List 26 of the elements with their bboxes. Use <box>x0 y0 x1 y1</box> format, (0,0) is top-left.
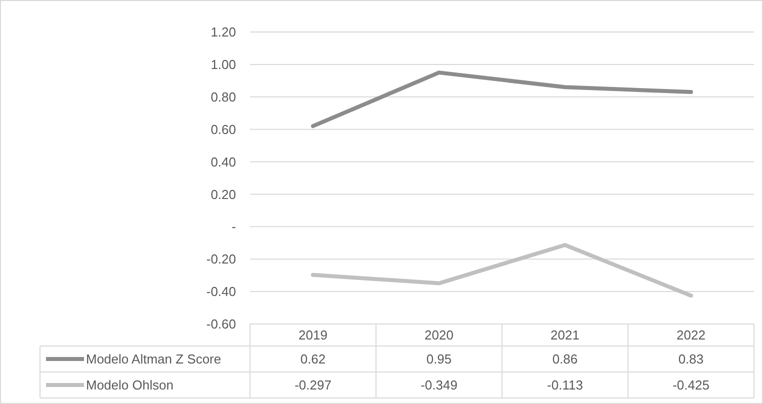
data-label: 0.95 <box>426 352 452 367</box>
y-tick-label: 1.20 <box>210 24 236 40</box>
x-tick-label: 2021 <box>550 328 580 343</box>
data-label: -0.349 <box>420 378 458 393</box>
x-tick-label: 2022 <box>676 328 706 343</box>
y-tick-label: 0.20 <box>210 186 236 202</box>
line-series <box>311 70 693 128</box>
y-tick-label: 1.00 <box>210 56 236 72</box>
x-tick-label: 2020 <box>424 328 454 343</box>
y-tick-label: - <box>232 219 236 234</box>
legend-label: Modelo Ohlson <box>86 378 174 393</box>
data-label: -0.425 <box>672 378 710 393</box>
x-tick-label: 2019 <box>298 328 328 343</box>
y-tick-label: 0.80 <box>210 89 236 104</box>
data-label: 0.62 <box>300 352 326 367</box>
data-label: 0.86 <box>552 352 578 367</box>
y-tick-label: -0.40 <box>206 284 236 300</box>
y-tick-label: -0.60 <box>206 316 236 332</box>
data-label: 0.83 <box>678 352 704 367</box>
y-tick-label: 0.60 <box>210 122 236 137</box>
data-label: -0.297 <box>294 378 332 393</box>
y-tick-label: -0.20 <box>206 252 236 267</box>
y-tick-label: 0.40 <box>210 154 236 170</box>
data-label: -0.113 <box>547 378 583 393</box>
legend-label: Modelo Altman Z Score <box>86 352 222 367</box>
line-series <box>311 243 693 298</box>
